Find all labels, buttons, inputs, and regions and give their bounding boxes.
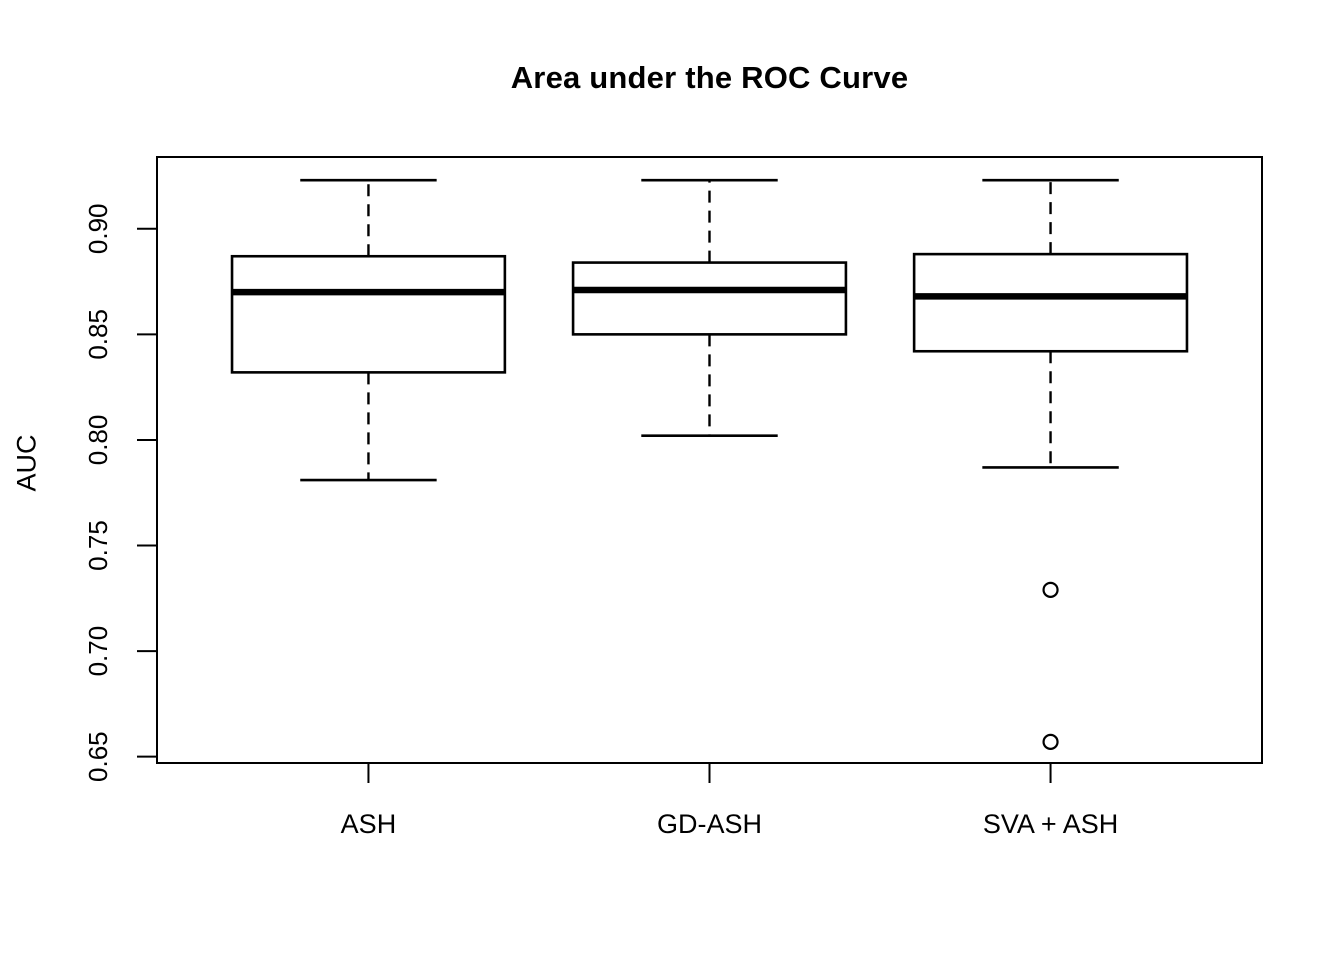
iqr-box-ash xyxy=(230,254,507,374)
y-tick-label: 0.90 xyxy=(83,203,113,254)
chart-title: Area under the ROC Curve xyxy=(510,60,909,95)
outlier-point-sva-ash xyxy=(1042,733,1059,750)
y-tick-label: 0.80 xyxy=(83,415,113,466)
y-tick-label: 0.75 xyxy=(83,520,113,571)
plot-border xyxy=(156,156,1263,764)
y-tick-label: 0.65 xyxy=(83,731,113,782)
y-tick-label: 0.85 xyxy=(83,309,113,360)
y-tick-label: 0.70 xyxy=(83,626,113,677)
iqr-box-gd-ash xyxy=(571,261,848,336)
iqr-box-sva-ash xyxy=(912,252,1189,353)
x-tick-label-gd-ash: GD-ASH xyxy=(657,809,762,839)
outlier-point-sva-ash xyxy=(1042,581,1059,598)
x-tick-label-ash: ASH xyxy=(341,809,397,839)
x-tick-label-sva-ash: SVA + ASH xyxy=(983,809,1118,839)
